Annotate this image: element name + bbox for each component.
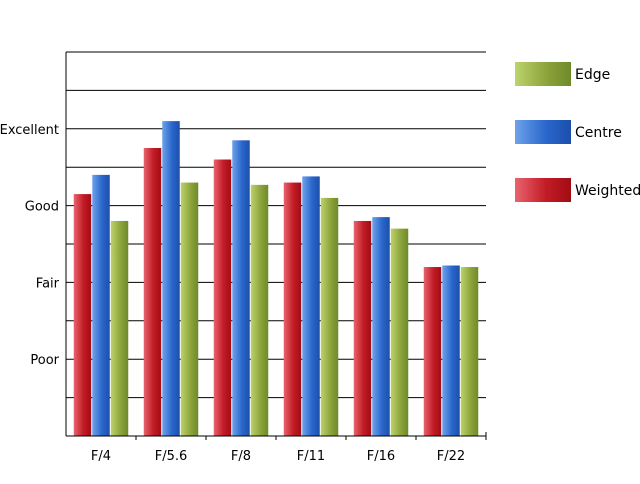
bar-centre-f-11 — [302, 176, 320, 436]
x-tick-label-f-16: F/16 — [367, 449, 395, 464]
x-tick-label-f-11: F/11 — [297, 449, 325, 464]
legend: Edge Centre Weighted — [515, 62, 640, 202]
bar-edge-f-11 — [320, 197, 339, 436]
x-tick-label-f-8: F/8 — [231, 449, 251, 464]
bar-weighted-f-8 — [213, 159, 232, 436]
legend-swatch-edge — [515, 62, 571, 86]
bar-edge-f-5-6 — [180, 182, 199, 436]
bar-edge-f-8 — [250, 184, 269, 436]
bar-edge-f-4 — [110, 220, 129, 436]
y-tick-label-fair: Fair — [36, 276, 60, 291]
bar-weighted-f-22 — [423, 267, 442, 436]
bar-edge-f-22 — [460, 267, 479, 436]
bar-weighted-f-16 — [353, 220, 372, 436]
legend-label-weighted: Weighted — [575, 183, 640, 199]
legend-swatch-centre — [515, 120, 571, 144]
bar-centre-f-8 — [232, 140, 250, 436]
x-tick-label-f-5-6: F/5.6 — [155, 449, 188, 464]
y-tick-label-poor: Poor — [30, 353, 59, 368]
legend-label-centre: Centre — [575, 125, 622, 141]
x-tick-label-f-22: F/22 — [437, 449, 465, 464]
bar-centre-f-16 — [372, 217, 390, 436]
bar-weighted-f-5-6 — [143, 148, 162, 436]
x-tick-label-f-4: F/4 — [91, 449, 111, 464]
bar-centre-f-22 — [442, 265, 460, 436]
gridlines — [66, 51, 486, 399]
legend-label-edge: Edge — [575, 67, 610, 83]
bar-weighted-f-11 — [283, 182, 302, 436]
legend-swatch-weighted — [515, 178, 571, 202]
y-tick-label-good: Good — [25, 200, 59, 215]
y-tick-label-excellent: Excellent — [0, 123, 59, 138]
bar-edge-f-16 — [390, 228, 409, 436]
bar-centre-f-4 — [92, 174, 110, 436]
axes: Poor Fair Good Excellent F/4 F/5.6 F/8 F/11 F/16… — [0, 52, 487, 464]
bar-centre-f-5-6 — [162, 121, 180, 437]
bar-weighted-f-4 — [73, 194, 92, 436]
bars — [73, 121, 479, 437]
